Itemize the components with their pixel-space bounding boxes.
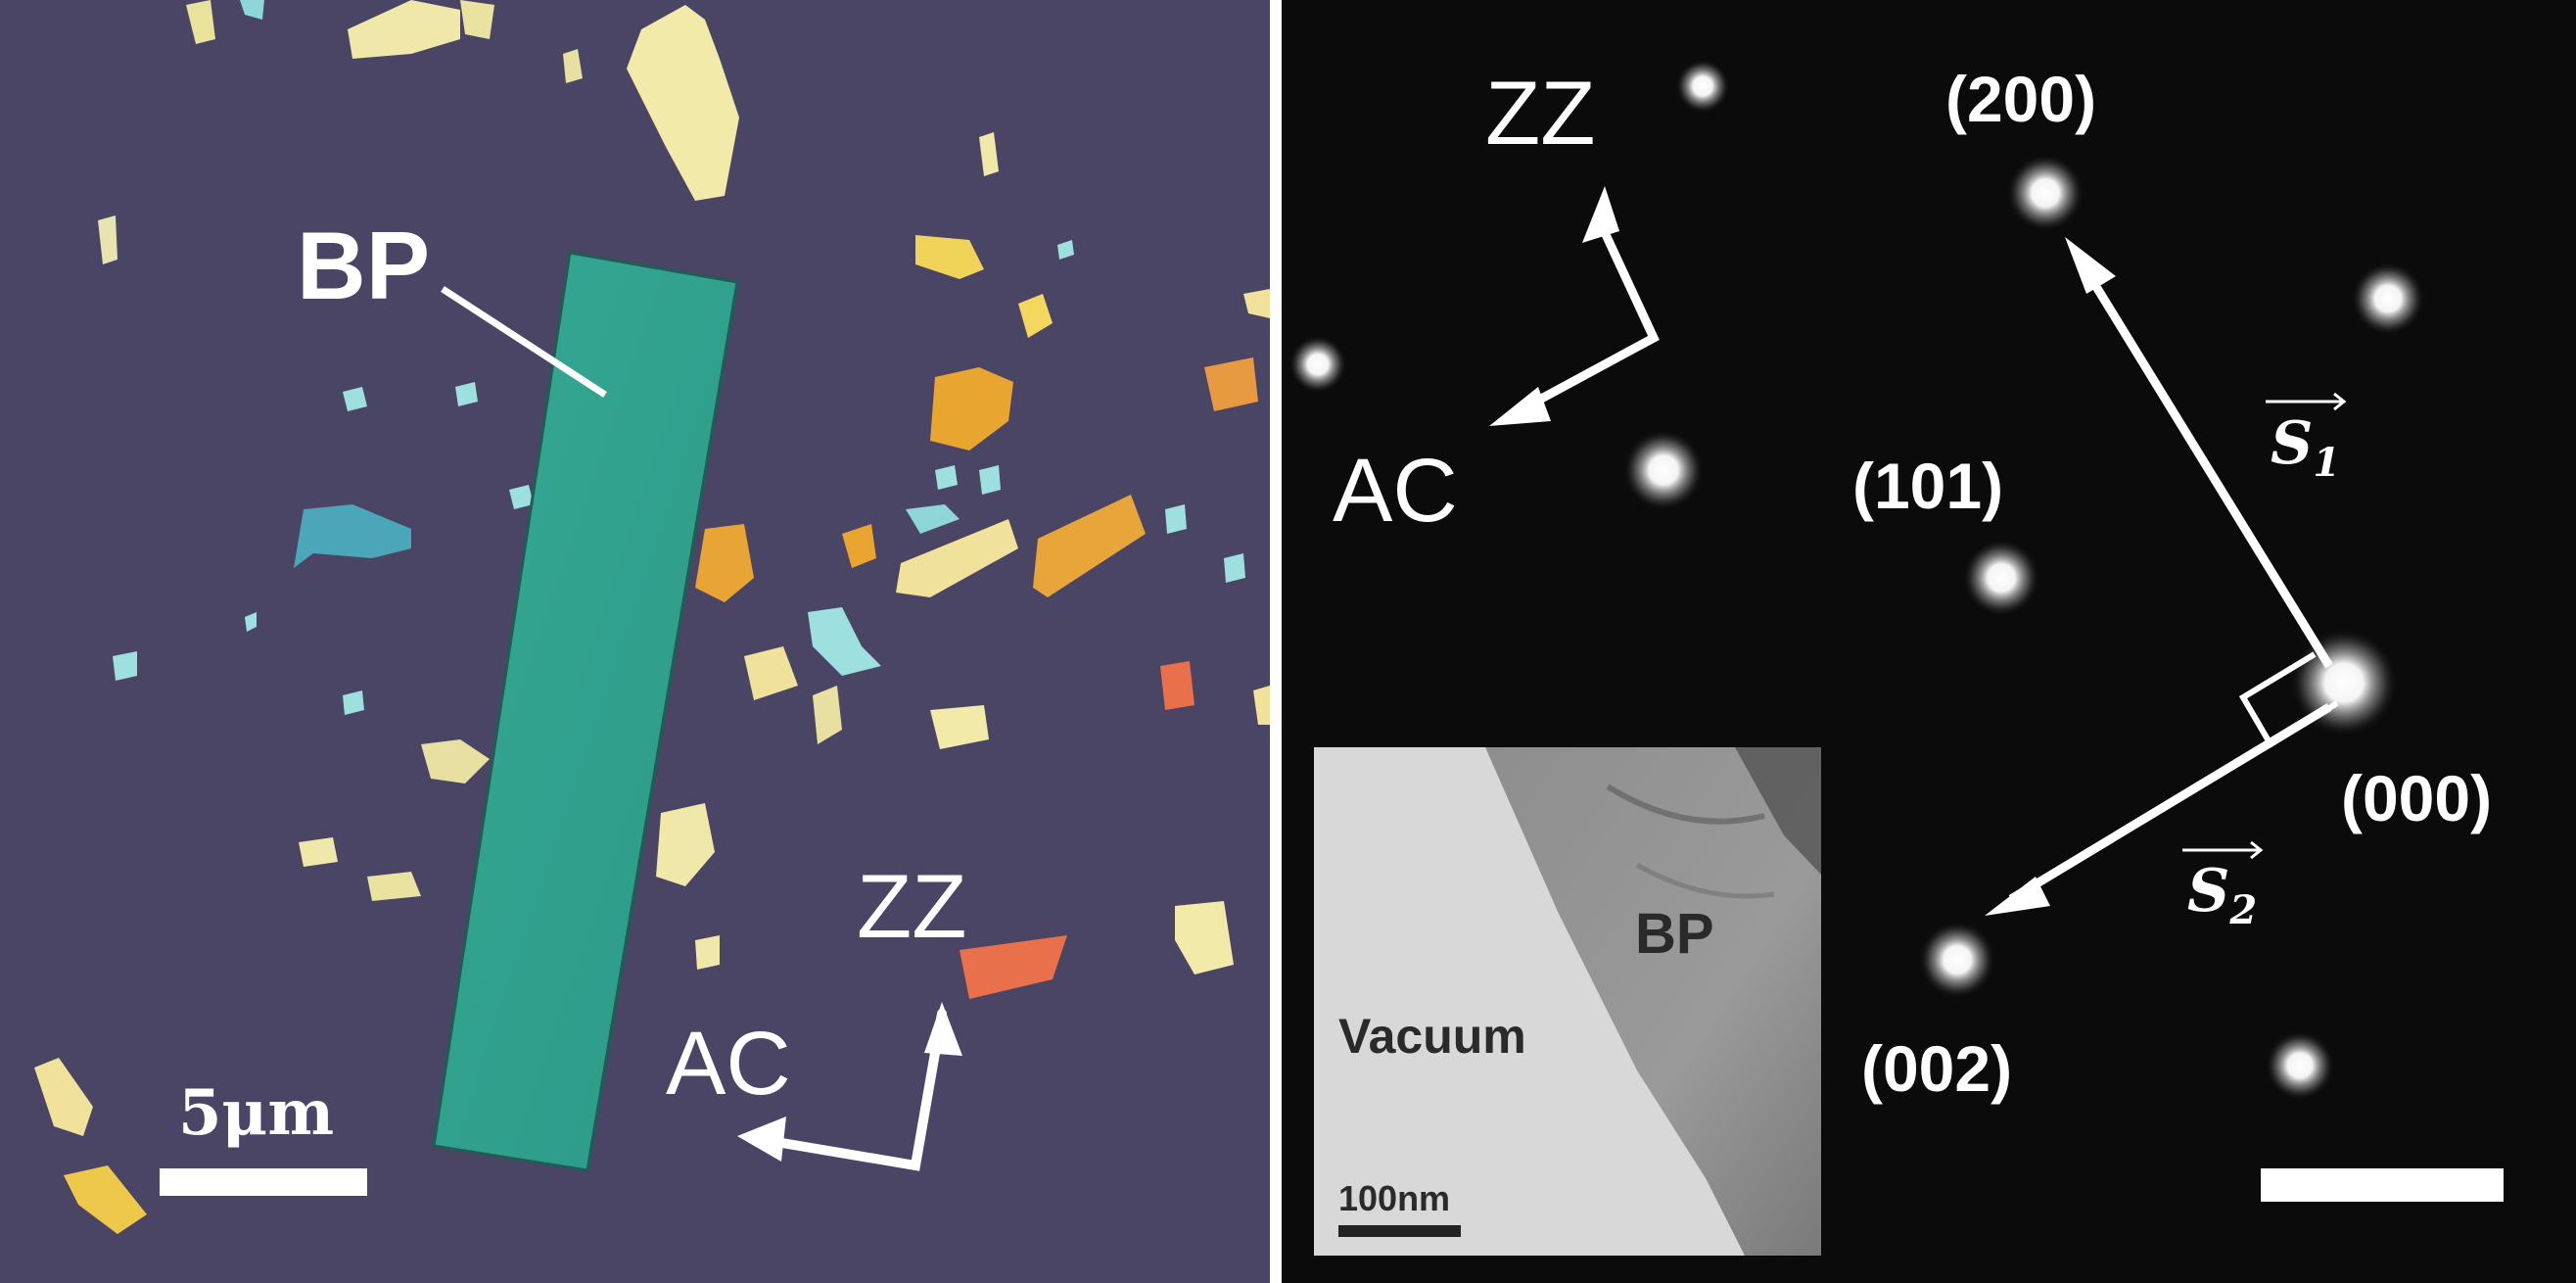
s1-arrowhead-icon: [2065, 237, 2116, 294]
diffraction-image: [1288, 59, 2425, 1101]
zz-label: ZZ: [1485, 64, 1596, 164]
vector-s2-label: S2: [2187, 857, 2258, 933]
bp-flake: [432, 251, 739, 1172]
spot-label-002: (002): [1861, 1032, 2013, 1105]
zz-arrowhead-icon: [924, 1002, 962, 1056]
spot-label-101: (101): [1852, 450, 2004, 522]
scale-label: 5μm: [178, 1076, 335, 1150]
inset-vacuum-label: Vacuum: [1338, 1009, 1526, 1064]
vector-s1-label: S1: [2271, 409, 2341, 486]
scale-bar: [160, 1168, 367, 1196]
diffraction-panel: ZZ AC (200) (101) (000) (002) S1 S2 BP V: [1282, 0, 2576, 1283]
ac-arrowhead-icon: [1489, 387, 1551, 426]
spot-label-200: (200): [1945, 63, 2097, 135]
tem-image: [1314, 747, 1821, 1256]
optical-micrograph-panel: BP ZZ AC 5μm: [0, 0, 1270, 1283]
optical-image: [34, 0, 1270, 1234]
bp-label: BP: [297, 212, 431, 319]
zz-label: ZZ: [857, 857, 967, 957]
inset-scale-label: 100nm: [1338, 1178, 1451, 1218]
ac-label: AC: [1333, 441, 1458, 541]
diffraction-spots: [1288, 59, 2425, 1101]
ac-arrowhead-icon: [737, 1117, 786, 1162]
crystal-axes-arrows: [754, 1009, 947, 1171]
s2-arrowhead-icon: [1985, 877, 2050, 916]
inset-bp-label: BP: [1635, 902, 1714, 966]
scattered-flakes: [34, 0, 1270, 1234]
ac-label: AC: [666, 1014, 791, 1114]
spot-label-000: (000): [2341, 762, 2493, 834]
inset-scale-bar: [1338, 1225, 1461, 1237]
zz-arrowhead-icon: [1582, 186, 1619, 243]
bp-pointer-line: [441, 286, 607, 398]
scale-bar: [2261, 1168, 2504, 1202]
tem-inset: BP Vacuum 100nm: [1314, 747, 1821, 1256]
vector-lines: [1506, 214, 2339, 903]
